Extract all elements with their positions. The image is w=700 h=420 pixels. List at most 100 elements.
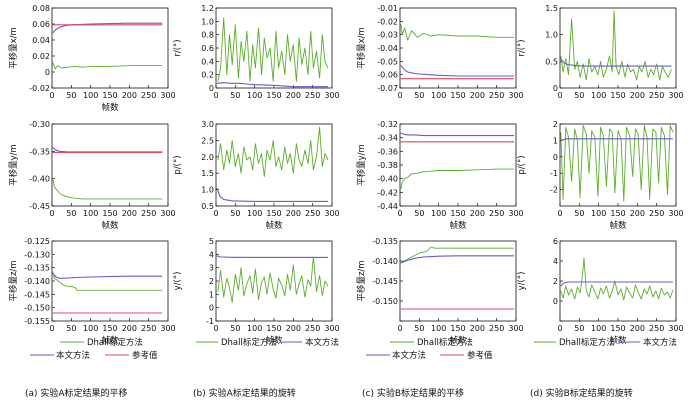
y-tick-label-c2-6: -0.32	[377, 120, 398, 129]
x-tick-label-a3-0: 0	[49, 324, 54, 333]
x-tick-label-b3-0: 0	[213, 324, 218, 333]
x-tick-label-b3-3: 150	[266, 324, 281, 333]
x-axis-label-d2: 帧数	[609, 220, 627, 231]
y-tick-label-a1-2: 0.02	[32, 52, 50, 61]
y-axis-label-c1: 平移量x/m	[356, 27, 367, 69]
x-tick-label-d2-5: 250	[649, 209, 664, 218]
legend-b-dhall-label: Dhall标定方法	[221, 337, 277, 348]
x-tick-label-a2-6: 300	[160, 209, 175, 218]
y-tick-label-c2-5: -0.34	[377, 134, 398, 143]
series-line-b2-ours	[216, 187, 329, 202]
x-tick-label-a1-5: 250	[141, 91, 156, 100]
y-tick-label-a1-5: 0.08	[32, 4, 50, 13]
y-tick-label-a3-1: -0.150	[24, 304, 50, 313]
x-tick-label-b3-5: 250	[305, 324, 320, 333]
y-tick-label-c1-5: -0.02	[377, 17, 398, 26]
y-axis-label-b2: p/(°)	[173, 155, 183, 174]
y-tick-label-b3-2: 1	[209, 290, 214, 299]
x-tick-label-a3-4: 200	[122, 324, 137, 333]
x-tick-label-b3-2: 100	[247, 324, 262, 333]
x-tick-label-b2-0: 0	[213, 209, 218, 218]
chart-a3: 0 50 100 150 200 250 300 -0.155 -0.150 -0.145 -0.1…	[8, 237, 176, 346]
x-tick-label-b3-6: 300	[324, 324, 339, 333]
y-tick-label-c1-1: -0.06	[377, 71, 398, 80]
legend-b: Dhall标定方法 本文方法	[196, 337, 339, 348]
y-tick-label-b3-0: -1	[206, 317, 214, 326]
x-tick-label-a3-2: 100	[83, 324, 98, 333]
x-tick-label-d2-0: 0	[557, 209, 562, 218]
y-tick-label-d3-4: 6	[553, 237, 558, 246]
x-tick-label-b2-5: 250	[305, 209, 320, 218]
x-tick-label-d2-3: 150	[610, 209, 625, 218]
y-tick-label-b2-3: 2.0	[201, 153, 214, 162]
y-tick-label-c3-1: -0.150	[372, 297, 398, 306]
chart-c1: 0 50 100 150 200 250 300 -0.07 -0.06 -0.05 -0.04 -0…	[356, 4, 524, 100]
x-tick-label-d3-2: 100	[591, 324, 606, 333]
series-line-a3-ours	[52, 272, 163, 279]
legend-c: Dhall标定方法 本文方法 参考值	[366, 337, 493, 361]
x-tick-label-c2-3: 150	[450, 209, 465, 218]
x-tick-label-b2-2: 100	[247, 209, 262, 218]
x-tick-label-a3-3: 150	[102, 324, 117, 333]
legend-a-dhall-label: Dhall标定方法	[87, 337, 143, 348]
x-tick-label-c2-4: 200	[470, 209, 485, 218]
y-axis-label-a2: 平移量y/m	[8, 144, 19, 186]
x-tick-label-c3-3: 150	[450, 324, 465, 333]
chart-d1: 0 50 100 150 200 250 300 0 0.5 1.0 1.5 r/(°)	[517, 4, 684, 100]
x-tick-label-a3-6: 300	[160, 324, 175, 333]
plot-frame-a3	[51, 240, 169, 322]
y-tick-label-c1-2: -0.05	[377, 57, 398, 66]
x-tick-label-a3-1: 50	[66, 324, 76, 333]
y-tick-label-a1-1: 0	[45, 68, 50, 77]
x-tick-label-a3-5: 250	[141, 324, 156, 333]
caption-b: (b) 实验A标定结果的旋转	[193, 387, 296, 399]
legend-b-ours-label: 本文方法	[305, 337, 339, 348]
series-line-a3-dhall	[52, 271, 163, 291]
plot-frame-c2	[399, 123, 517, 207]
y-tick-label-d2-0: -2	[550, 186, 558, 195]
x-axis-label-a1: 帧数	[101, 102, 119, 113]
y-tick-label-d3-2: 2	[553, 277, 558, 286]
y-tick-label-a2-3: -0.30	[29, 120, 50, 129]
x-tick-label-c1-2: 100	[431, 91, 446, 100]
y-tick-label-a1-3: 0.04	[32, 36, 50, 45]
y-axis-label-d1: r/(°)	[517, 39, 527, 56]
x-tick-label-d2-1: 50	[574, 209, 584, 218]
x-tick-label-c2-5: 250	[489, 209, 504, 218]
series-line-c2-ours	[400, 132, 515, 137]
y-tick-label-b1-2: 0.4	[201, 57, 214, 66]
chart-b2: 0 50 100 150 200 250 300 0.5 1.0 1.5 2.0 2.5 3.0 p/(°…	[173, 120, 340, 231]
x-tick-label-d3-0: 0	[557, 324, 562, 333]
series-line-c3-ours	[400, 255, 515, 264]
y-axis-label-d2: p/(°)	[517, 155, 527, 174]
x-tick-label-c2-6: 300	[508, 209, 523, 218]
y-tick-label-b3-6: 5	[209, 237, 214, 246]
legend-d-ours-label: 本文方法	[643, 337, 677, 348]
chart-d3: 0 50 100 150 200 250 300 0 2 4 6 y/(°) 帧数	[517, 237, 684, 346]
y-tick-label-a1-0: -0.02	[29, 84, 50, 93]
series-line-c3-dhall	[400, 246, 515, 264]
x-tick-label-a2-4: 200	[122, 209, 137, 218]
y-tick-label-a1-4: 0.06	[32, 20, 50, 29]
x-tick-label-d1-2: 100	[591, 91, 606, 100]
y-tick-label-c2-0: -0.44	[377, 202, 398, 211]
x-tick-label-d1-4: 200	[630, 91, 645, 100]
legend-a-ref-label: 参考值	[132, 350, 158, 361]
x-tick-label-c1-6: 300	[508, 91, 523, 100]
y-tick-label-d3-1: 0	[553, 297, 558, 306]
y-tick-label-b1-1: 0.2	[201, 71, 214, 80]
x-tick-label-a1-0: 0	[49, 91, 54, 100]
y-tick-label-c1-3: -0.04	[377, 44, 398, 53]
x-axis-label-b2: 帧数	[265, 220, 283, 231]
x-axis-label-b3: 帧数	[265, 335, 283, 346]
x-tick-label-c3-6: 300	[508, 324, 523, 333]
y-tick-label-d2-3: 1	[553, 136, 558, 145]
y-axis-label-a3: 平移量z/m	[8, 260, 19, 301]
x-tick-label-c1-4: 200	[470, 91, 485, 100]
y-tick-label-a3-2: -0.145	[24, 290, 50, 299]
y-tick-label-a3-4: -0.135	[24, 264, 50, 273]
chart-a1: 0 50 100 150 200 250 300-0.0200.020.040.060.08…	[8, 4, 176, 113]
x-tick-label-b1-1: 50	[230, 91, 240, 100]
x-tick-label-d1-6: 300	[668, 91, 683, 100]
